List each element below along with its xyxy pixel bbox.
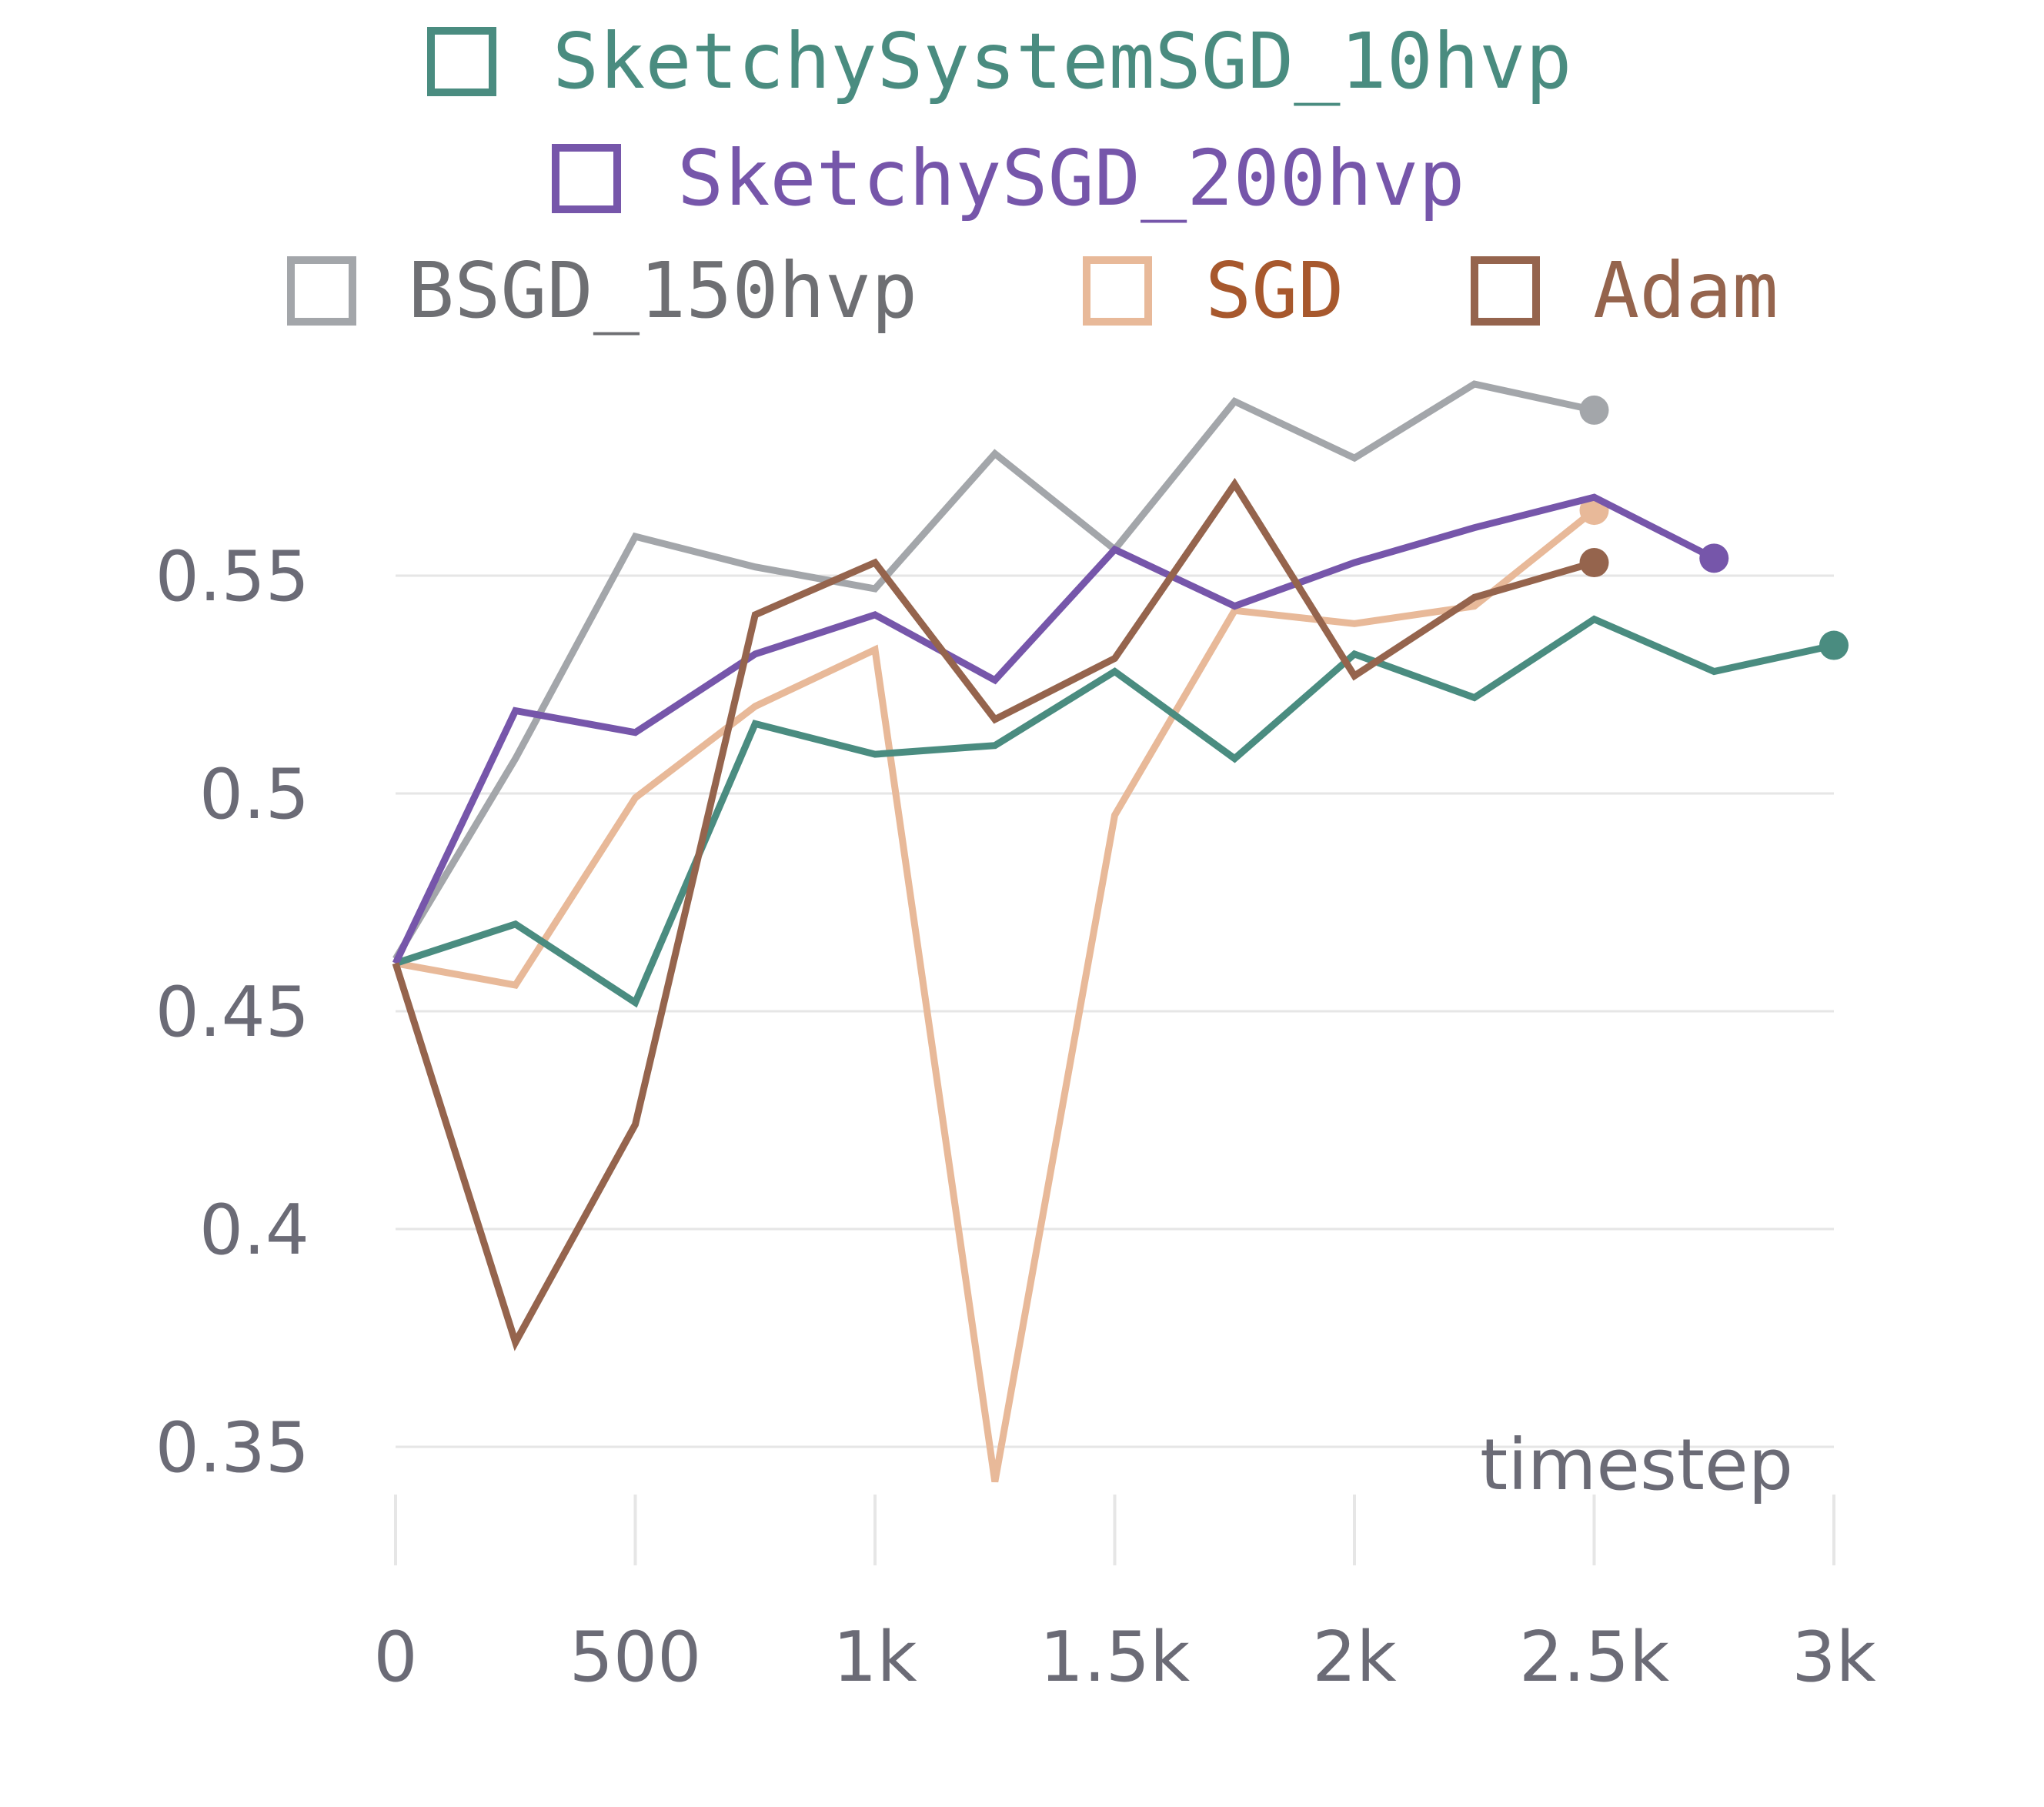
series-line-4 <box>392 477 1595 1351</box>
x-tick-label: 0 <box>373 1617 417 1698</box>
y-axis: 0.35 0.4 0.45 0.5 0.55 <box>155 536 309 1488</box>
x-axis-label: timestep <box>1480 1424 1793 1506</box>
series-line-2 <box>392 380 1595 961</box>
y-tick-label: 0.4 <box>199 1190 309 1271</box>
legend-swatch-3 <box>1083 256 1152 326</box>
legend: SketchySystemSGD_10hvp SketchySGD_200hvp B… <box>287 16 1778 336</box>
x-axis: 0 500 1k 1.5k 2k 2.5k 3k <box>373 1617 1875 1698</box>
x-tick-label: 1.5k <box>1040 1617 1190 1698</box>
legend-label-4: Adam <box>1593 245 1778 336</box>
x-tick-marks <box>394 1495 1835 1565</box>
legend-swatch-1 <box>552 144 621 213</box>
y-tick-label: 0.5 <box>199 754 309 835</box>
x-tick-label: 2.5k <box>1519 1617 1669 1698</box>
legend-swatch-0 <box>427 27 496 96</box>
x-tick-label: 2k <box>1312 1617 1396 1698</box>
x-tick-label: 500 <box>569 1617 702 1698</box>
series-end-marker-1 <box>1699 543 1729 573</box>
series-line-1 <box>392 493 1716 965</box>
series-end-marker-2 <box>1579 395 1609 425</box>
legend-swatch-2 <box>287 256 356 326</box>
grid <box>396 574 1834 1448</box>
series-end-marker-4 <box>1579 548 1609 578</box>
legend-label-3: SGD <box>1205 245 1344 336</box>
series-line-3 <box>395 507 1597 1483</box>
y-tick-label: 0.45 <box>155 972 309 1053</box>
series-end-marker-0 <box>1819 630 1849 660</box>
y-tick-label: 0.55 <box>155 536 309 617</box>
x-tick-label: 1k <box>833 1617 917 1698</box>
legend-label-0: SketchySystemSGD_10hvp <box>553 16 1572 106</box>
legend-label-1: SketchySGD_200hvp <box>677 133 1465 223</box>
legend-label-2: BSGD_150hvp <box>408 245 917 336</box>
x-tick-label: 3k <box>1792 1617 1875 1698</box>
series-line-0 <box>394 615 1835 1008</box>
series-layer <box>392 380 1849 1483</box>
legend-swatch-4 <box>1471 256 1540 326</box>
y-tick-label: 0.35 <box>155 1408 309 1488</box>
